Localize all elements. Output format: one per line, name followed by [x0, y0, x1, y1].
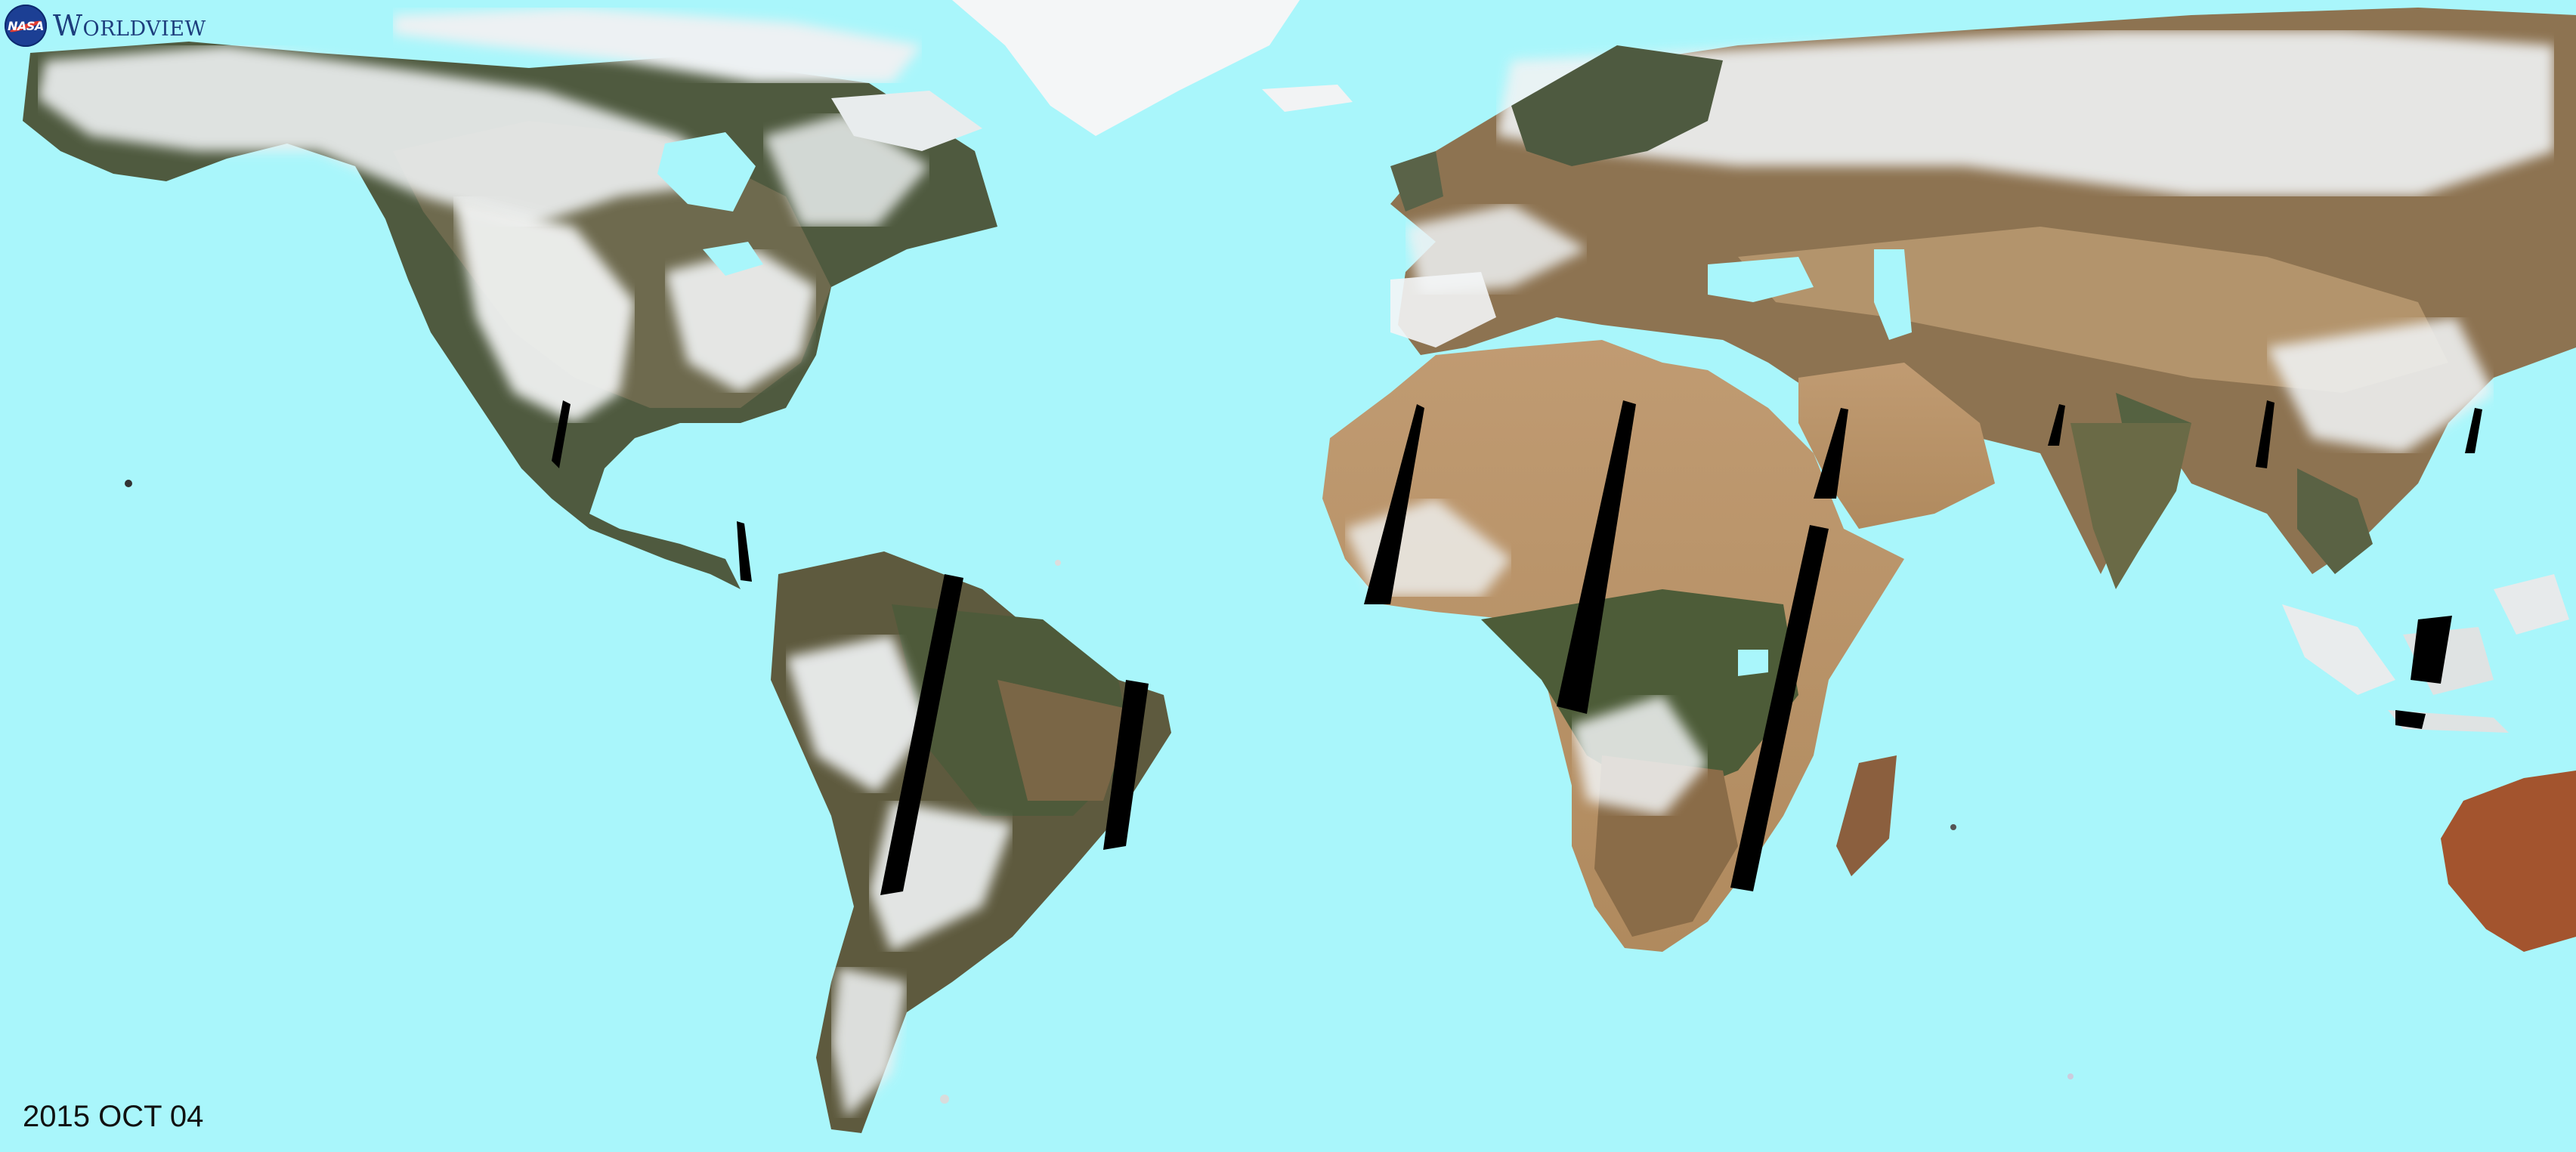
nasa-badge-text: NASA [8, 18, 44, 33]
nasa-meatball-icon: NASA [5, 5, 47, 47]
south-america-landmass [771, 551, 1171, 1133]
arctic-islands [393, 8, 982, 151]
app-title: Worldview [53, 9, 206, 42]
north-america-landmass [23, 42, 997, 589]
australia-landmass [2441, 771, 2576, 952]
eurasia-landmass [1390, 8, 2576, 589]
greenland-landmass [952, 0, 1300, 136]
imagery-date: 2015 OCT 04 [23, 1100, 204, 1133]
iceland-landmass [1262, 85, 1353, 112]
worldview-logo[interactable]: NASA Worldview [5, 5, 206, 47]
small-islands [125, 480, 2073, 1104]
swath-gaps [552, 400, 2482, 895]
